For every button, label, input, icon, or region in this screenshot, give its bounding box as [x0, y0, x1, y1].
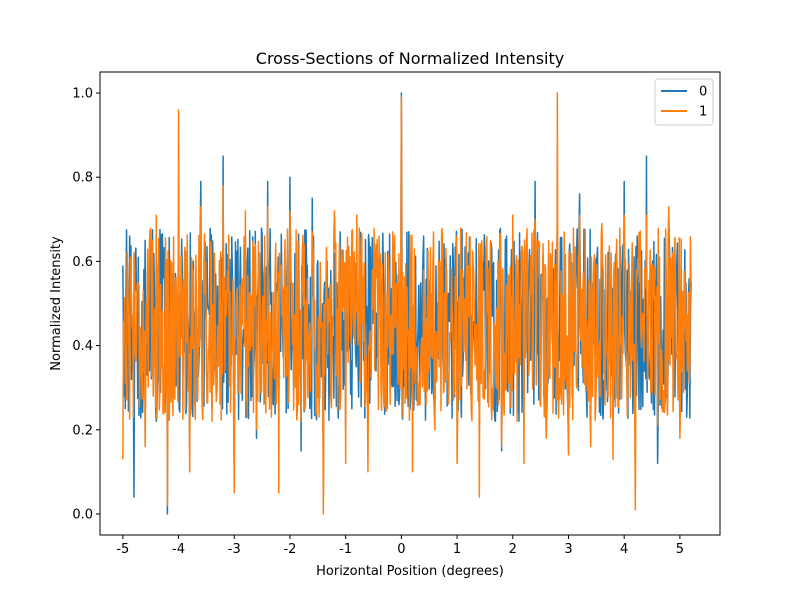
x-tick-label: 4 [620, 542, 628, 557]
series-lines [122, 92, 692, 515]
x-tick-label: 2 [509, 542, 517, 557]
x-tick-label: -1 [339, 542, 352, 557]
y-tick-label: 0.6 [72, 255, 93, 270]
x-tick-label: 3 [564, 542, 572, 557]
series-line-1 [122, 92, 692, 515]
y-tick-label: 0.4 [72, 339, 93, 354]
series-line-0 [122, 92, 692, 515]
x-tick-label: -3 [228, 542, 241, 557]
y-tick-label: 0.0 [72, 507, 93, 522]
x-tick-label: -2 [283, 542, 296, 557]
y-tick-label: 0.2 [72, 423, 93, 438]
y-axis: 0.0 0.2 0.4 0.6 0.8 1.0 [72, 87, 100, 522]
plot-frame [99, 71, 721, 536]
legend-label: 0 [699, 85, 707, 100]
x-tick-label: 1 [453, 542, 461, 557]
x-tick-label: -5 [116, 542, 129, 557]
x-axis: -5 -4 -3 -2 -1 0 1 2 3 4 5 [116, 535, 684, 557]
y-tick-label: 0.8 [72, 171, 93, 186]
x-tick-label: 0 [397, 542, 405, 557]
y-tick-label: 1.0 [72, 87, 93, 102]
chart-title: Cross-Sections of Normalized Intensity [256, 49, 564, 68]
x-tick-label: 5 [676, 542, 684, 557]
y-axis-label: Normalized Intensity [49, 236, 64, 371]
x-tick-label: -4 [172, 542, 185, 557]
legend: 01 [654, 78, 714, 126]
x-axis-label: Horizontal Position (degrees) [316, 564, 504, 579]
legend-label: 1 [699, 105, 707, 120]
